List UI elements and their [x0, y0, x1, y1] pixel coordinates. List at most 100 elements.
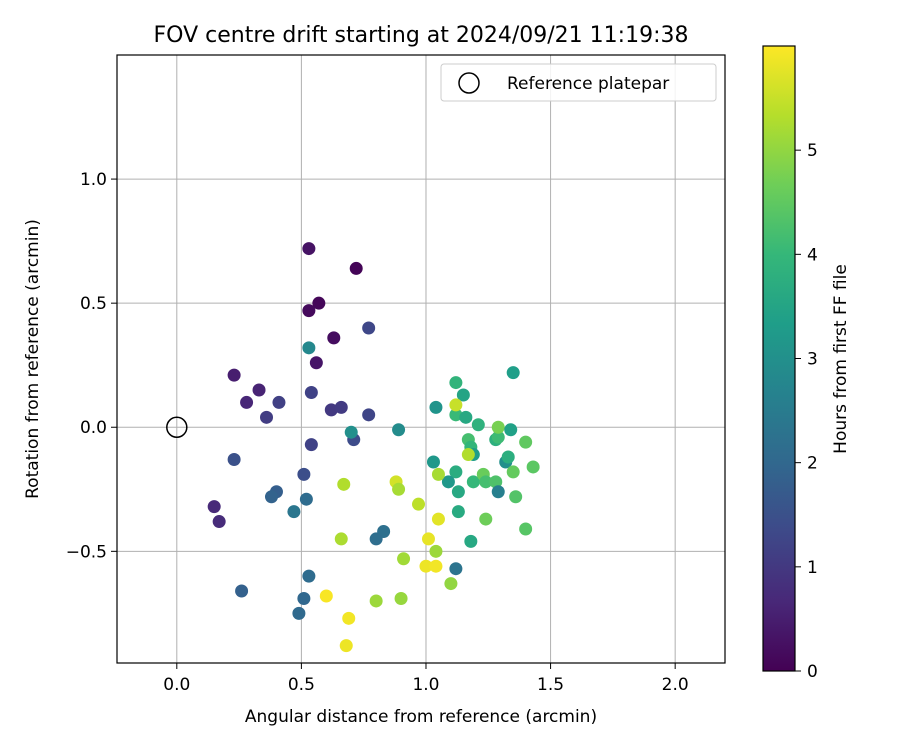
reference-marker-group [166, 416, 188, 438]
data-point [491, 485, 505, 499]
data-point [394, 591, 408, 605]
data-point [449, 465, 463, 479]
data-point [339, 639, 353, 653]
x-tick-label: 1.0 [412, 675, 439, 695]
data-point [337, 477, 351, 491]
data-point [471, 418, 485, 432]
data-point [506, 366, 520, 380]
data-point [491, 430, 505, 444]
data-point [302, 341, 316, 355]
data-point [421, 532, 435, 546]
data-point [212, 515, 226, 529]
data-point [431, 467, 445, 481]
y-tick-label: 0.5 [80, 294, 107, 314]
data-point [227, 368, 241, 382]
legend-box [440, 63, 717, 102]
data-point [327, 331, 341, 345]
data-point [444, 577, 458, 591]
data-point [479, 475, 493, 489]
x-tick-label: 1.5 [537, 675, 564, 695]
data-point [362, 321, 376, 335]
data-point [344, 425, 358, 439]
chart-title: FOV centre drift starting at 2024/09/21 … [154, 23, 689, 48]
colorbar-tick-label: 2 [807, 454, 818, 474]
data-point [479, 512, 493, 526]
legend-label: Reference platepar [507, 74, 669, 94]
data-point [441, 475, 455, 489]
colorbar: 0 1 2 3 4 5 Hours from first FF file [762, 45, 851, 682]
colorbar-tick-label: 0 [807, 662, 818, 682]
legend-reference-marker [458, 72, 480, 94]
data-point [302, 242, 316, 256]
data-point [309, 356, 323, 370]
data-point [304, 386, 318, 400]
y-axis-ticks: −0.5 0.0 0.5 1.0 [66, 170, 117, 562]
data-point [449, 376, 463, 390]
data-point [302, 569, 316, 583]
data-point [252, 383, 266, 397]
data-point [369, 594, 383, 608]
data-point [489, 475, 503, 489]
data-point [342, 611, 356, 625]
data-point [392, 423, 406, 437]
data-point [302, 304, 316, 318]
data-point [431, 512, 445, 526]
data-point [526, 460, 540, 474]
reference-platepar-marker [166, 416, 188, 438]
colorbar-tick-label: 4 [807, 245, 818, 265]
data-point [449, 408, 463, 422]
y-tick-label: 0.0 [80, 418, 107, 438]
data-point [264, 490, 278, 504]
data-point [319, 589, 333, 603]
x-tick-label: 2.0 [662, 675, 689, 695]
data-point [449, 398, 463, 412]
data-point [240, 395, 254, 409]
data-point [287, 505, 301, 519]
data-point [461, 448, 475, 462]
y-tick-label: −0.5 [66, 542, 107, 562]
data-point [362, 408, 376, 422]
y-axis-label: Rotation from reference (arcmin) [23, 219, 43, 499]
data-point [501, 450, 515, 464]
data-point [207, 500, 221, 514]
data-point [227, 453, 241, 467]
y-tick-label: 1.0 [80, 170, 107, 190]
data-point [312, 296, 326, 310]
data-point [334, 400, 348, 414]
data-point [334, 532, 348, 546]
data-point [459, 410, 473, 424]
x-axis-label: Angular distance from reference (arcmin) [245, 707, 597, 727]
colorbar-gradient [762, 45, 796, 672]
data-point [292, 606, 306, 620]
x-axis-ticks: 0.0 0.5 1.0 1.5 2.0 [163, 663, 689, 695]
data-point [429, 559, 443, 573]
data-points [207, 242, 540, 653]
data-point [412, 497, 426, 511]
colorbar-tick-label: 1 [807, 558, 818, 578]
data-point [235, 584, 249, 598]
data-point [456, 388, 470, 402]
data-point [509, 490, 523, 504]
data-point [297, 591, 311, 605]
data-point [449, 562, 463, 576]
data-point [451, 485, 465, 499]
data-point [451, 505, 465, 519]
grid-lines [117, 55, 725, 663]
data-point [392, 482, 406, 496]
data-point [349, 261, 363, 275]
colorbar-label: Hours from first FF file [831, 264, 851, 454]
data-point [491, 420, 505, 434]
data-point [519, 522, 533, 536]
data-point [260, 410, 274, 424]
colorbar-ticks: 0 1 2 3 4 5 [795, 141, 818, 682]
x-tick-label: 0.5 [288, 675, 315, 695]
data-point [419, 559, 433, 573]
data-point [369, 532, 383, 546]
data-point [429, 400, 443, 414]
plot-frame [116, 54, 726, 664]
data-point [519, 435, 533, 449]
data-point [299, 492, 313, 506]
data-point [397, 552, 411, 566]
